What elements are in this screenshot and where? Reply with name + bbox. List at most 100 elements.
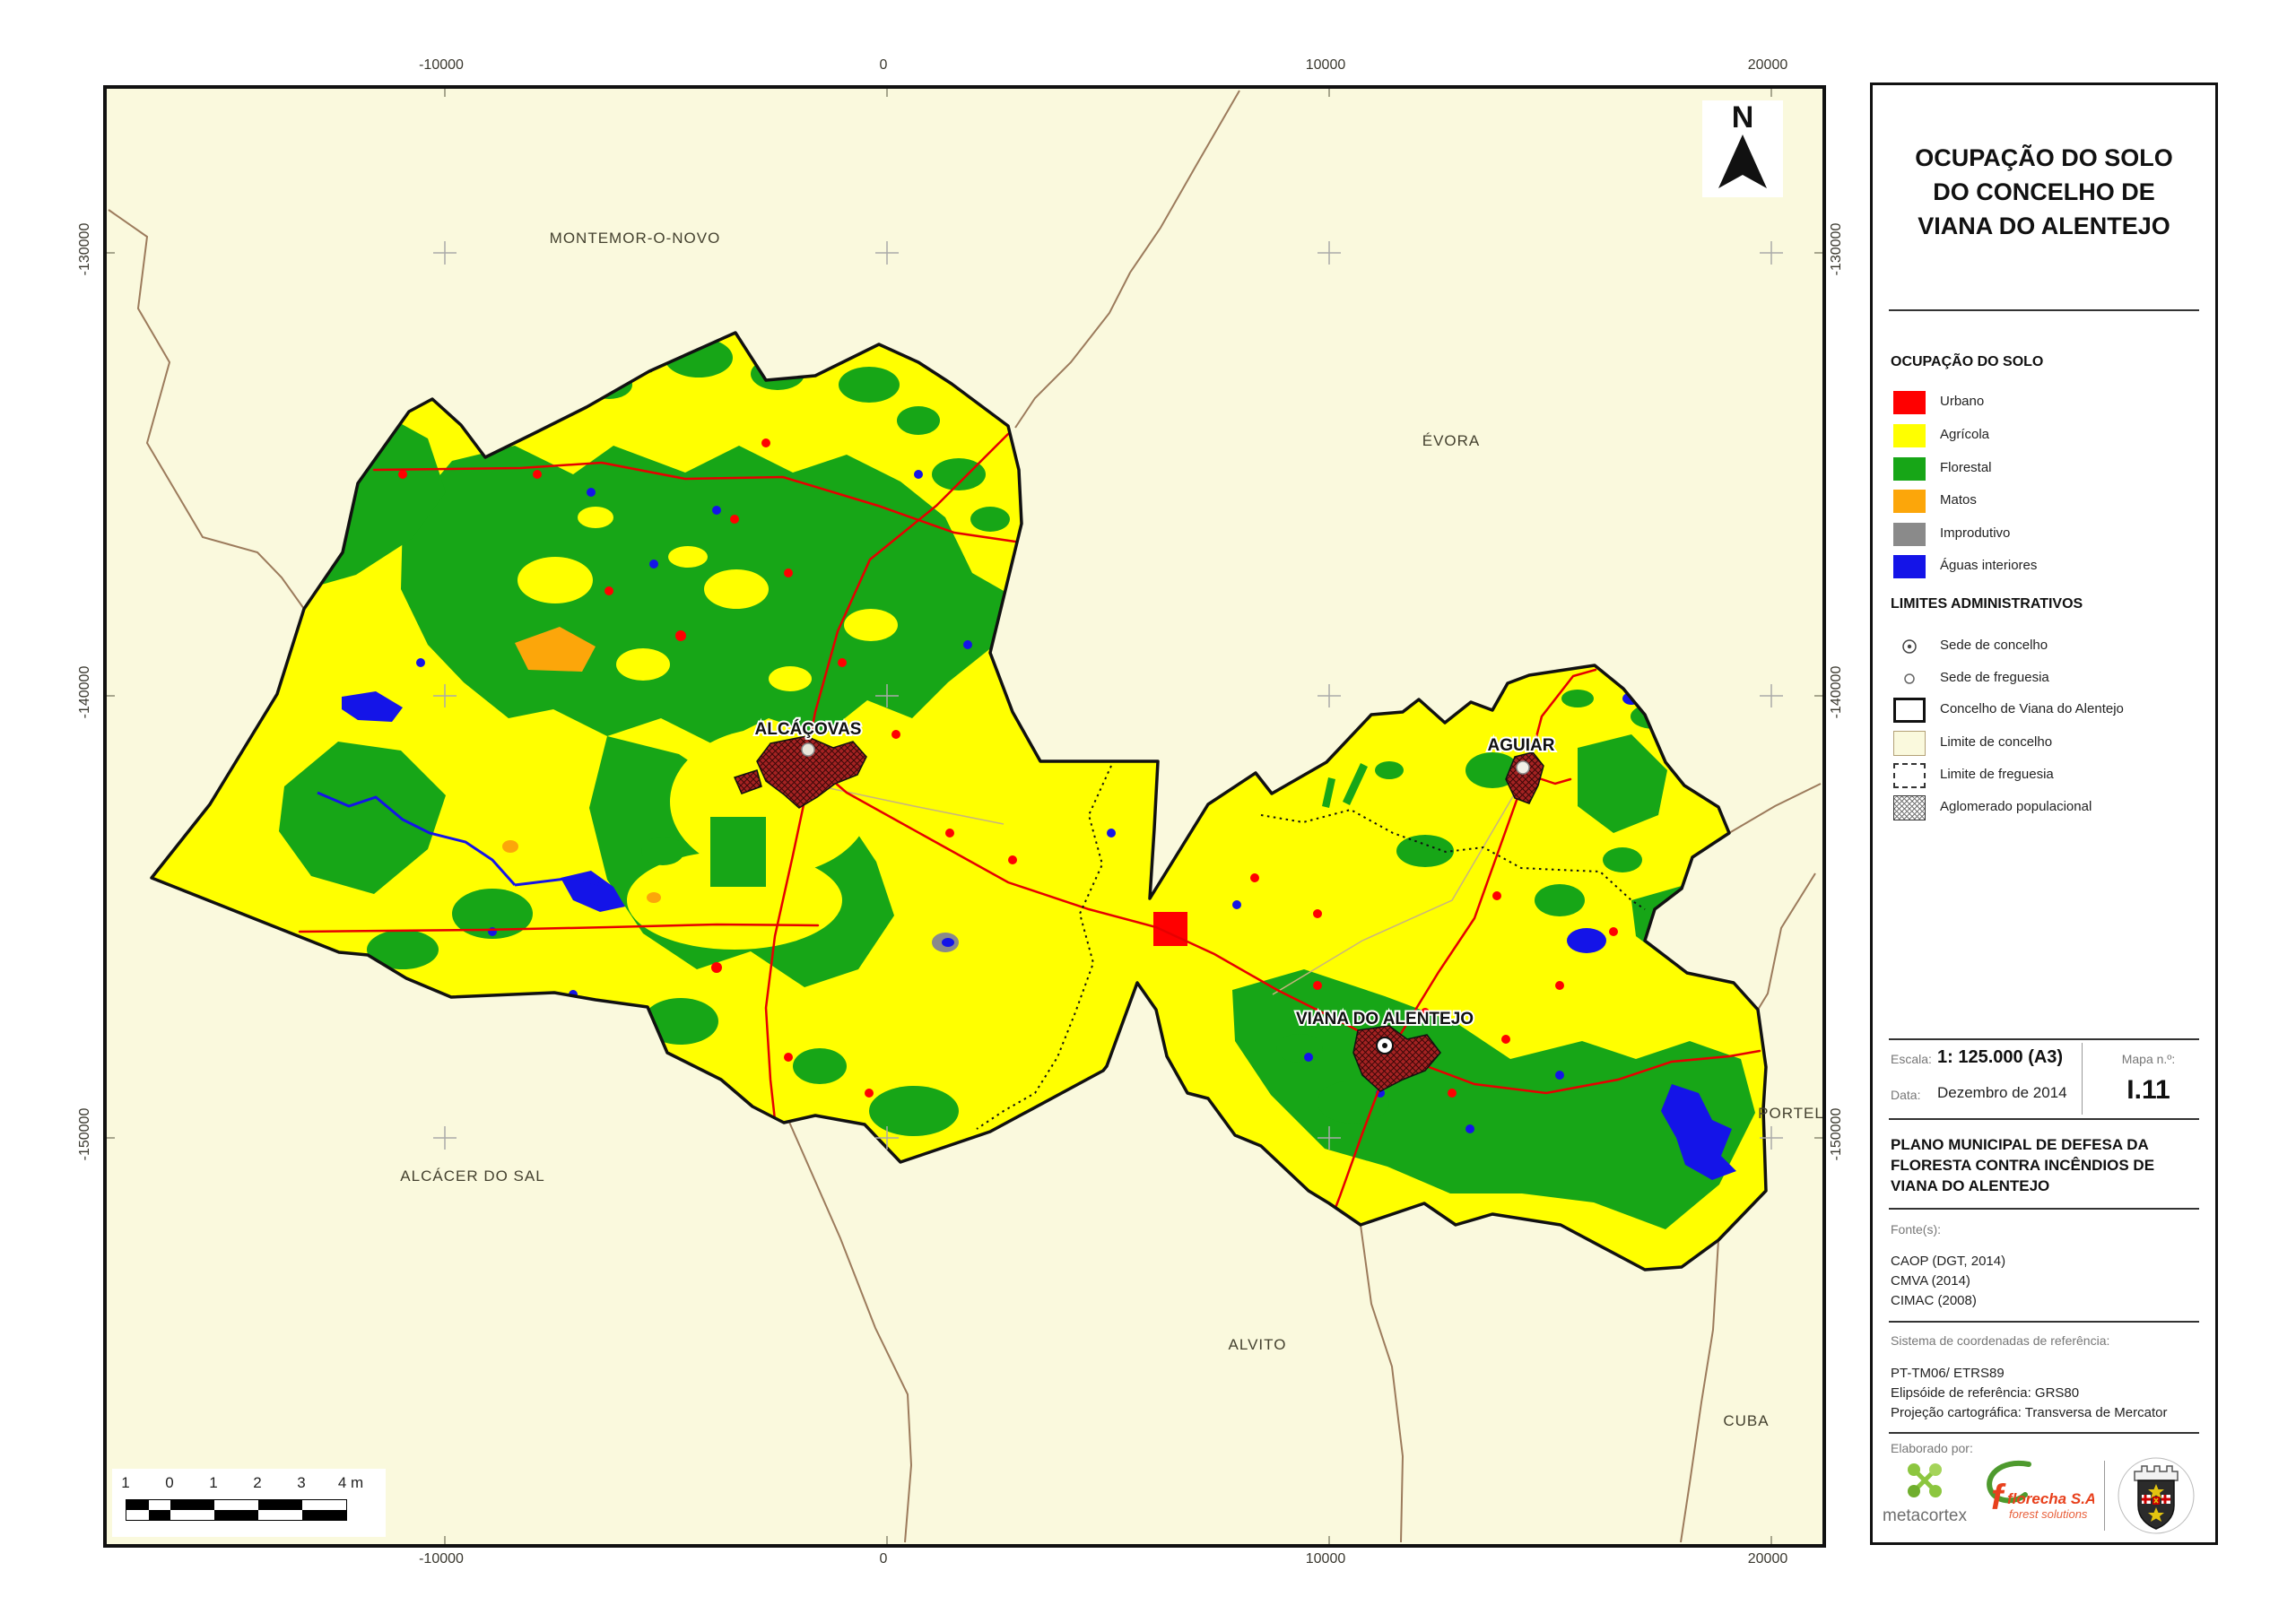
sede-freguesia-icon bbox=[1904, 673, 1915, 684]
alcacovas-marker bbox=[801, 742, 815, 757]
divider bbox=[1889, 1208, 2199, 1210]
florecha-icon: f florecha S.A. forest solutions bbox=[1987, 1460, 2100, 1521]
mapa-num-label: Mapa n.º: bbox=[2121, 1052, 2176, 1066]
coords-header: Sistema de coordenadas de referência: bbox=[1891, 1333, 2110, 1348]
scale-bar: 1 0 1 2 3 4 m bbox=[112, 1469, 386, 1537]
scale-number: 2 bbox=[253, 1474, 262, 1491]
axis-label-top: 20000 bbox=[1747, 57, 1788, 73]
label-cuba: CUBA bbox=[1723, 1412, 1769, 1429]
divider bbox=[1889, 309, 2199, 311]
limit-label: Sede de freguesia bbox=[1940, 670, 2049, 685]
sede-concelho-icon bbox=[1902, 639, 1917, 654]
mapa-num-value: I.11 bbox=[2126, 1075, 2170, 1105]
label-montemor: MONTEMOR-O-NOVO bbox=[550, 230, 721, 247]
florestal-swatch bbox=[1893, 457, 1926, 481]
neighbor-labels: MONTEMOR-O-NOVO ÉVORA ALCÁCER DO SAL ALV… bbox=[400, 230, 1822, 1429]
parish-boundary-lines bbox=[976, 765, 1646, 1130]
coat-of-arms-icon bbox=[2118, 1457, 2195, 1534]
coords-line: Elipsóide de referência: GRS80 bbox=[1891, 1385, 2080, 1401]
concelho-outline-icon bbox=[1893, 698, 1926, 723]
divider bbox=[1889, 1118, 2199, 1120]
coords-line: Projeção cartográfica: Transversa de Mer… bbox=[1891, 1405, 2168, 1420]
north-arrow: N bbox=[1702, 100, 1783, 197]
aglomerado-icon bbox=[1893, 795, 1926, 820]
escala-value: 1: 125.000 (A3) bbox=[1937, 1047, 2064, 1067]
viana-coat-of-arms bbox=[2117, 1455, 2196, 1541]
aguiar-marker bbox=[1516, 760, 1530, 775]
label-viana: VIANA DO ALENTEJO bbox=[1296, 1010, 1474, 1028]
metacortex-wordmark: metacortex bbox=[1883, 1506, 1967, 1525]
axis-label-left: -140000 bbox=[77, 665, 92, 719]
forest-near-town bbox=[641, 817, 766, 887]
legend-panel: OCUPAÇÃO DO SOLO DO CONCELHO DE VIANA DO… bbox=[1870, 82, 2218, 1545]
fonte-line: CAOP (DGT, 2014) bbox=[1891, 1254, 2006, 1269]
limit-label: Limite de freguesia bbox=[1940, 767, 2054, 782]
metacortex-icon bbox=[1908, 1463, 1942, 1497]
data-value: Dezembro de 2014 bbox=[1937, 1084, 2067, 1101]
label-evora: ÉVORA bbox=[1422, 432, 1481, 449]
legend-header: OCUPAÇÃO DO SOLO bbox=[1891, 354, 2044, 369]
map-canvas: MONTEMOR-O-NOVO ÉVORA ALCÁCER DO SAL ALV… bbox=[103, 85, 1826, 1548]
scale-number: 0 bbox=[165, 1474, 174, 1491]
agricola-swatch bbox=[1893, 424, 1926, 447]
scale-number: 1 bbox=[209, 1474, 218, 1491]
urbano-swatch bbox=[1893, 391, 1926, 414]
map-title-line: DO CONCELHO DE bbox=[1933, 178, 2155, 205]
florecha-logo: f florecha S.A. forest solutions bbox=[1973, 1457, 2100, 1537]
map-svg: MONTEMOR-O-NOVO ÉVORA ALCÁCER DO SAL ALV… bbox=[107, 89, 1822, 1544]
graticule-crosses bbox=[433, 241, 1783, 1150]
town-labels: ALCÁÇOVAS AGUIAR VIANA DO ALENTEJO bbox=[753, 717, 1557, 1030]
fonte-line: CMVA (2014) bbox=[1891, 1273, 1970, 1289]
neighbor-boundary-lines bbox=[108, 90, 1822, 1543]
axis-label-bottom: -10000 bbox=[419, 1551, 464, 1567]
legend-label: Urbano bbox=[1940, 394, 1985, 409]
legend-label: Improdutivo bbox=[1940, 525, 2011, 541]
map-title-line: OCUPAÇÃO DO SOLO bbox=[1915, 144, 2173, 171]
axis-label-bottom: 20000 bbox=[1747, 1551, 1788, 1567]
limits-header: LIMITES ADMINISTRATIVOS bbox=[1891, 596, 2083, 612]
scale-number: 4 m bbox=[337, 1474, 364, 1491]
limit-label: Sede de concelho bbox=[1940, 638, 2048, 653]
divider bbox=[1889, 1432, 2199, 1434]
legend-label: Matos bbox=[1940, 492, 1977, 508]
legend-label: Agrícola bbox=[1940, 427, 1990, 442]
viana-marker-inner bbox=[1382, 1043, 1387, 1048]
divider bbox=[1889, 1038, 2199, 1040]
limite-freguesia-icon bbox=[1893, 763, 1926, 788]
axis-label-bottom: 10000 bbox=[1305, 1551, 1346, 1567]
north-label: N bbox=[1731, 100, 1754, 135]
frame-ticks bbox=[107, 89, 1822, 1544]
scale-number: 1 bbox=[121, 1474, 130, 1491]
elaborado-header: Elaborado por: bbox=[1891, 1441, 1973, 1455]
svg-text:forest solutions: forest solutions bbox=[2009, 1507, 2088, 1521]
plan-title-line: FLORESTA CONTRA INCÊNDIOS DE bbox=[1891, 1157, 2155, 1174]
svg-text:florecha S.A.: florecha S.A. bbox=[2007, 1490, 2094, 1507]
label-alcacovas: ALCÁÇOVAS bbox=[755, 719, 862, 739]
axis-label-right: -140000 bbox=[1829, 665, 1844, 719]
axis-label-left: -150000 bbox=[77, 1107, 92, 1161]
data-label: Data: bbox=[1891, 1088, 1921, 1102]
fontes-header: Fonte(s): bbox=[1891, 1222, 1942, 1237]
legend-label: Águas interiores bbox=[1940, 558, 2038, 573]
scale-bar-rows bbox=[126, 1499, 347, 1521]
improdutivo-swatch bbox=[1893, 523, 1926, 546]
axis-label-bottom: 0 bbox=[879, 1551, 888, 1567]
scale-number: 3 bbox=[297, 1474, 306, 1491]
concelho-outline bbox=[150, 331, 1768, 1271]
town-urban-areas bbox=[733, 735, 1544, 1092]
map-title-line: VIANA DO ALENTEJO bbox=[1918, 213, 2170, 239]
label-alcacer: ALCÁCER DO SAL bbox=[400, 1167, 544, 1185]
label-portel: PORTEL bbox=[1758, 1105, 1822, 1122]
limit-label: Concelho de Viana do Alentejo bbox=[1940, 701, 2124, 716]
limite-concelho-icon bbox=[1893, 731, 1926, 756]
label-alvito: ALVITO bbox=[1229, 1336, 1287, 1353]
limit-label: Aglomerado populacional bbox=[1940, 799, 2092, 814]
label-aguiar: AGUIAR bbox=[1488, 736, 1555, 755]
town-markers bbox=[801, 742, 1530, 1055]
north-arrow-icon bbox=[1718, 135, 1767, 188]
escala-label: Escala: bbox=[1891, 1052, 1932, 1066]
axis-label-top: 0 bbox=[879, 57, 888, 73]
axis-label-right: -150000 bbox=[1829, 1107, 1844, 1161]
axis-label-left: -130000 bbox=[77, 222, 92, 276]
